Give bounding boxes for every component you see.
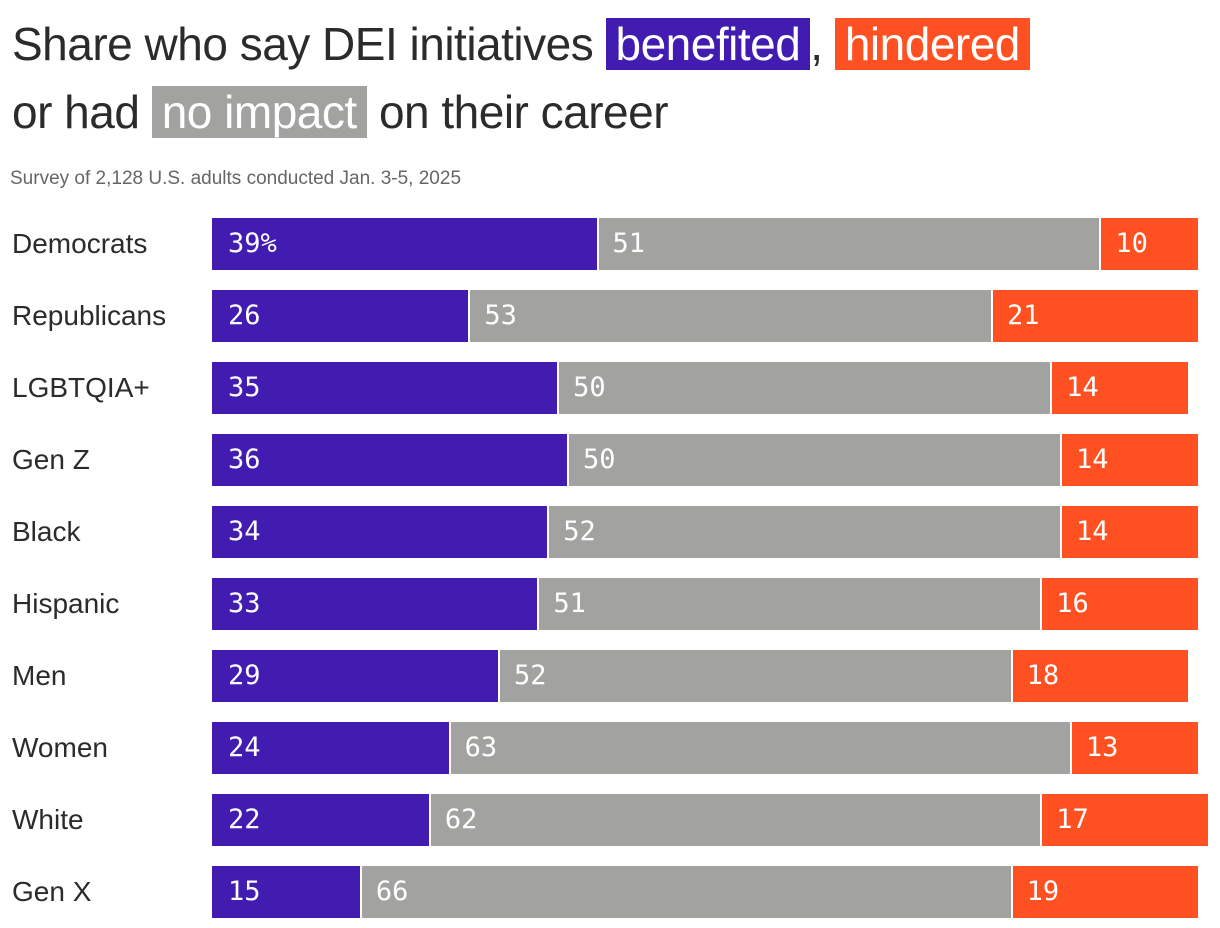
bar-benefited-gen-x [212, 866, 360, 918]
data-label: 36 [228, 444, 261, 475]
data-label: 14 [1075, 444, 1109, 475]
bar-benefited-republicans [212, 290, 469, 342]
data-label: 18 [1026, 660, 1060, 691]
bar-benefited-black [212, 506, 548, 558]
data-label: 16 [1056, 588, 1089, 619]
row-label: Gen X [12, 876, 92, 907]
bar-no-impact-men [497, 650, 1011, 702]
bar-no-impact-hispanic [537, 578, 1041, 630]
data-label: 26 [228, 300, 261, 331]
title-text: on their career [378, 86, 669, 138]
legend-benefited: benefited [605, 18, 811, 70]
row-label: Hispanic [12, 588, 120, 619]
data-label: 17 [1056, 804, 1089, 835]
data-label: 52 [563, 516, 596, 547]
data-label: 50 [582, 444, 616, 475]
bar-no-impact-democrats [596, 218, 1100, 270]
row-label: Gen Z [12, 444, 90, 475]
data-label: 51 [612, 228, 646, 259]
bar-no-impact-lgbtqia- [557, 362, 1051, 414]
data-label: 21 [1006, 300, 1040, 331]
bar-hindered-hispanic [1040, 578, 1198, 630]
data-label: 53 [484, 300, 517, 331]
bar-benefited-white [212, 794, 429, 846]
row-label: Men [12, 660, 67, 691]
row-label: Black [12, 516, 81, 547]
title-text: Share who say DEI initiatives [12, 18, 594, 70]
data-label: 14 [1075, 516, 1109, 547]
bar-benefited-men [212, 650, 498, 702]
chart-subtitle: Survey of 2,128 U.S. adults conducted Ja… [10, 168, 462, 189]
data-label: 14 [1066, 372, 1099, 403]
row-label: Democrats [12, 228, 148, 259]
data-label: 15 [228, 876, 261, 907]
bar-benefited-hispanic [212, 578, 538, 630]
data-label: 50 [573, 372, 606, 403]
bar-hindered-democrats [1099, 218, 1198, 270]
bar-no-impact-black [547, 506, 1060, 558]
bar-hindered-black [1059, 506, 1198, 558]
data-label: 52 [513, 660, 547, 691]
bar-benefited-women [212, 722, 449, 774]
row-label: Women [12, 732, 108, 763]
bar-no-impact-gen-z [566, 434, 1060, 486]
data-label: 24 [228, 732, 261, 763]
data-label: 19 [1026, 876, 1060, 907]
bar-no-impact-republicans [468, 290, 991, 342]
bar-no-impact-gen-x [359, 866, 1011, 918]
bar-hindered-republicans [990, 290, 1198, 342]
row-label: Republicans [12, 300, 167, 331]
data-label: 10 [1115, 228, 1148, 259]
data-label: 33 [228, 588, 261, 619]
bar-hindered-lgbtqia- [1050, 362, 1189, 414]
bar-hindered-women [1069, 722, 1198, 774]
bar-hindered-men [1010, 650, 1189, 702]
bar-hindered-gen-x [1010, 866, 1198, 918]
data-label: 62 [444, 804, 478, 835]
legend-no-impact: no impact [151, 86, 367, 138]
data-label: 35 [228, 372, 261, 403]
data-label: 13 [1085, 732, 1119, 763]
bar-hindered-gen-z [1059, 434, 1198, 486]
data-label: 63 [464, 732, 498, 763]
title-text: , [810, 18, 823, 70]
bar-no-impact-white [428, 794, 1041, 846]
bar-hindered-white [1040, 794, 1208, 846]
row-label: White [12, 804, 84, 835]
bar-benefited-lgbtqia- [212, 362, 558, 414]
data-label: 22 [228, 804, 261, 835]
data-label: 51 [553, 588, 586, 619]
bar-no-impact-women [448, 722, 1070, 774]
chart-title: Share who say DEI initiatives benefited,… [12, 10, 1212, 146]
data-label: 34 [228, 516, 261, 547]
legend-hindered: hindered [834, 18, 1030, 70]
row-label: LGBTQIA+ [12, 372, 150, 403]
bar-benefited-democrats [212, 218, 597, 270]
data-label: 66 [375, 876, 409, 907]
title-text: or had [12, 86, 140, 138]
bar-benefited-gen-z [212, 434, 567, 486]
data-label: 29 [228, 660, 261, 691]
data-label: 39% [228, 228, 277, 259]
